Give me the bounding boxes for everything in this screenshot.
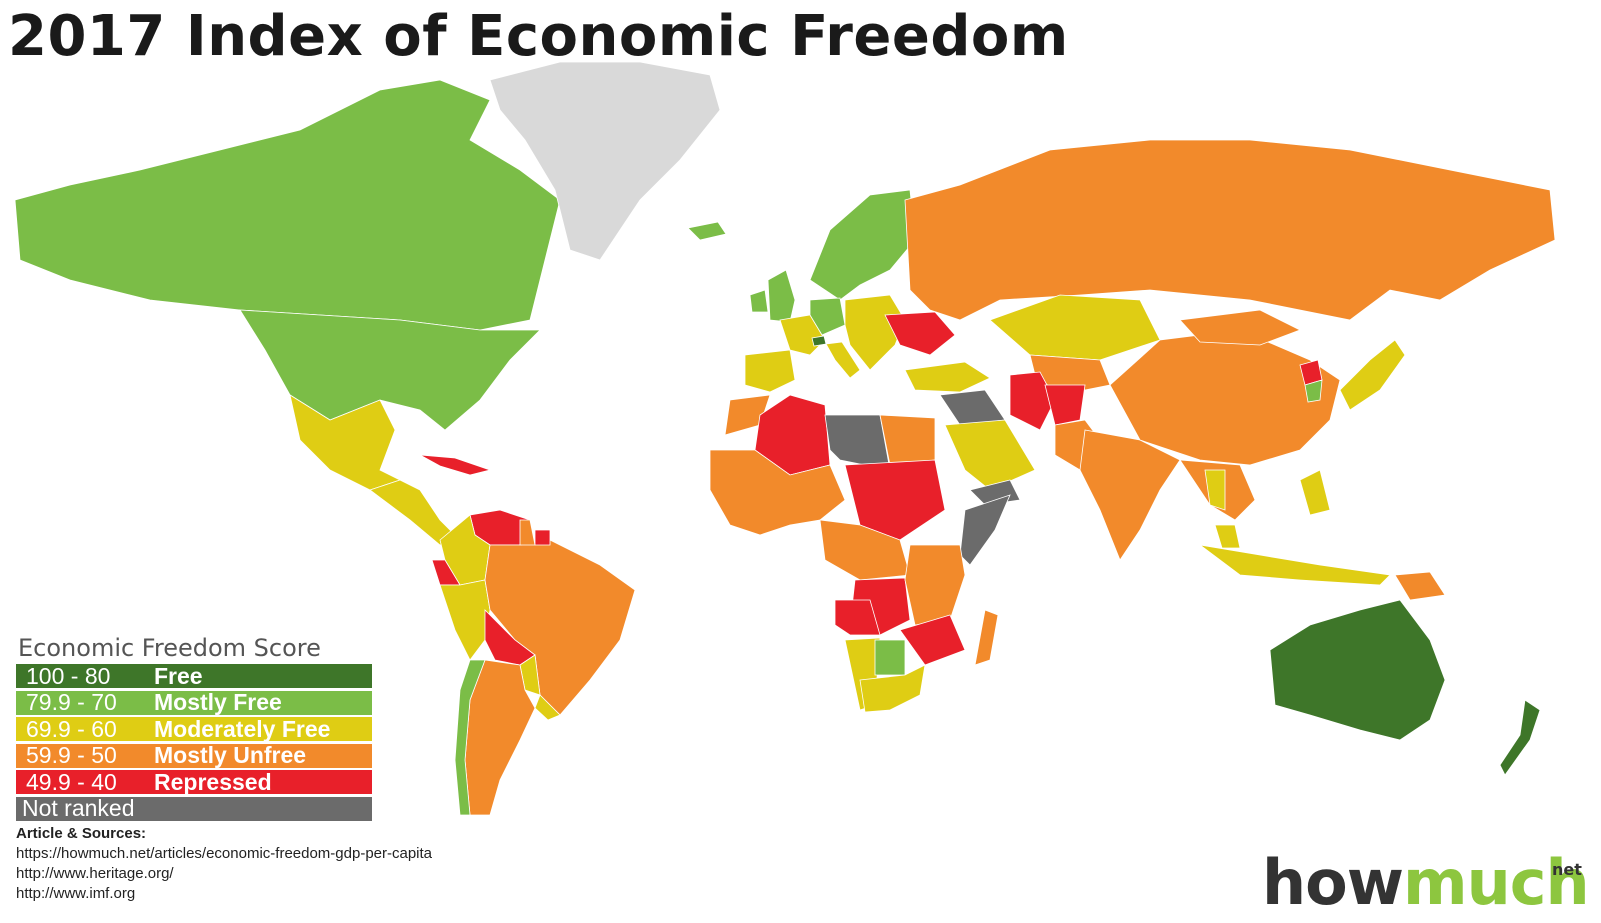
legend-range: 69.9 - 60 — [26, 715, 117, 742]
region-egypt[interactable] — [879, 414, 936, 466]
legend-label: Mostly Free — [154, 689, 282, 715]
region-chile[interactable] — [454, 659, 486, 816]
source-link-heritage[interactable]: http://www.heritage.org/ — [16, 865, 174, 882]
region-russia[interactable] — [904, 139, 1556, 321]
region-peru[interactable] — [439, 579, 491, 661]
region-madagascar[interactable] — [974, 609, 999, 666]
region-italy[interactable] — [825, 341, 861, 379]
region-scandinavia[interactable] — [809, 189, 916, 301]
region-libya[interactable] — [824, 414, 891, 471]
legend-rows: 100 - 80 Free 79.9 - 70 Mostly Free 69.9 - 6… — [16, 662, 372, 821]
legend-label: Moderately Free — [154, 715, 331, 742]
region-sudan[interactable] — [844, 459, 946, 541]
region-philippines[interactable] — [1299, 469, 1331, 516]
region-japan[interactable] — [1339, 339, 1406, 411]
page-title: 2017 Index of Economic Freedom — [8, 4, 1069, 69]
howmuch-logo: howmuch net — [1262, 846, 1590, 919]
region-saudi-arabia[interactable] — [944, 419, 1036, 491]
legend-range: 59.9 - 50 — [26, 742, 117, 768]
region-papua-new-guinea[interactable] — [1394, 571, 1446, 601]
region-india[interactable] — [1079, 429, 1181, 561]
world-map — [14, 61, 1556, 816]
region-angola[interactable] — [834, 599, 881, 636]
legend-label: Mostly Unfree — [154, 742, 307, 768]
region-afghanistan[interactable] — [1044, 384, 1086, 426]
region-canada[interactable] — [14, 79, 561, 331]
logo-how: how — [1262, 846, 1404, 919]
sources-heading: Article & Sources: — [16, 825, 147, 842]
region-iceland[interactable] — [687, 221, 727, 241]
sources-block: Article & Sources: https://howmuch.net/a… — [16, 824, 432, 904]
source-link-howmuch[interactable]: https://howmuch.net/articles/economic-fr… — [16, 845, 433, 862]
region-ukraine[interactable] — [884, 311, 956, 356]
region-somalia[interactable] — [959, 494, 1011, 566]
region-malaysia[interactable] — [1214, 524, 1241, 549]
region-iran[interactable] — [1009, 371, 1056, 431]
legend-item: Not ranked — [16, 795, 372, 821]
legend-item: 49.9 - 40 Repressed — [16, 768, 372, 795]
region-australia[interactable] — [1269, 599, 1446, 741]
region-germany[interactable] — [809, 297, 846, 336]
region-switzerland[interactable] — [811, 335, 827, 347]
logo-much: much — [1403, 846, 1590, 919]
legend-label: Not ranked — [22, 795, 135, 821]
region-kazakhstan[interactable] — [989, 294, 1161, 361]
legend-item: 79.9 - 70 Mostly Free — [16, 689, 372, 715]
legend-range: 49.9 - 40 — [26, 768, 117, 795]
region-iraq-syria[interactable] — [939, 389, 1006, 426]
legend-range: 100 - 80 — [26, 662, 111, 689]
legend-item: 69.9 - 60 Moderately Free — [16, 715, 372, 742]
region-turkey[interactable] — [904, 361, 991, 393]
source-link-imf[interactable]: http://www.imf.org — [16, 885, 136, 902]
region-eastern-europe[interactable] — [844, 294, 906, 371]
legend: Economic Freedom Score 100 - 80 Free 79.9 … — [16, 634, 372, 823]
region-uruguay[interactable] — [534, 694, 561, 721]
region-mexico[interactable] — [289, 394, 402, 491]
region-zimbabwe[interactable] — [899, 614, 966, 666]
region-guyana[interactable] — [519, 519, 536, 546]
legend-label: Repressed — [154, 768, 272, 795]
legend-range: 79.9 - 70 — [26, 689, 117, 715]
region-thailand[interactable] — [1204, 469, 1226, 511]
region-indonesia[interactable] — [1199, 544, 1391, 586]
region-cuba[interactable] — [419, 454, 492, 476]
region-botswana[interactable] — [874, 639, 906, 676]
region-east-africa[interactable] — [904, 544, 966, 626]
region-greenland[interactable] — [489, 61, 721, 261]
legend-item: 59.9 - 50 Mostly Unfree — [16, 742, 372, 768]
region-brazil[interactable] — [484, 539, 636, 716]
legend-title: Economic Freedom Score — [18, 634, 321, 662]
logo-net: net — [1552, 860, 1582, 879]
region-mongolia[interactable] — [1179, 309, 1301, 346]
legend-item: 100 - 80 Free — [16, 662, 372, 689]
region-suriname[interactable] — [534, 529, 551, 546]
region-united-kingdom[interactable] — [767, 269, 796, 323]
legend-label: Free — [154, 662, 203, 689]
region-south-korea[interactable] — [1304, 379, 1323, 403]
region-ireland[interactable] — [749, 289, 769, 313]
region-south-africa[interactable] — [859, 664, 926, 713]
region-iberia[interactable] — [744, 349, 796, 393]
region-new-zealand[interactable] — [1499, 699, 1541, 776]
region-united-states[interactable] — [239, 309, 541, 431]
